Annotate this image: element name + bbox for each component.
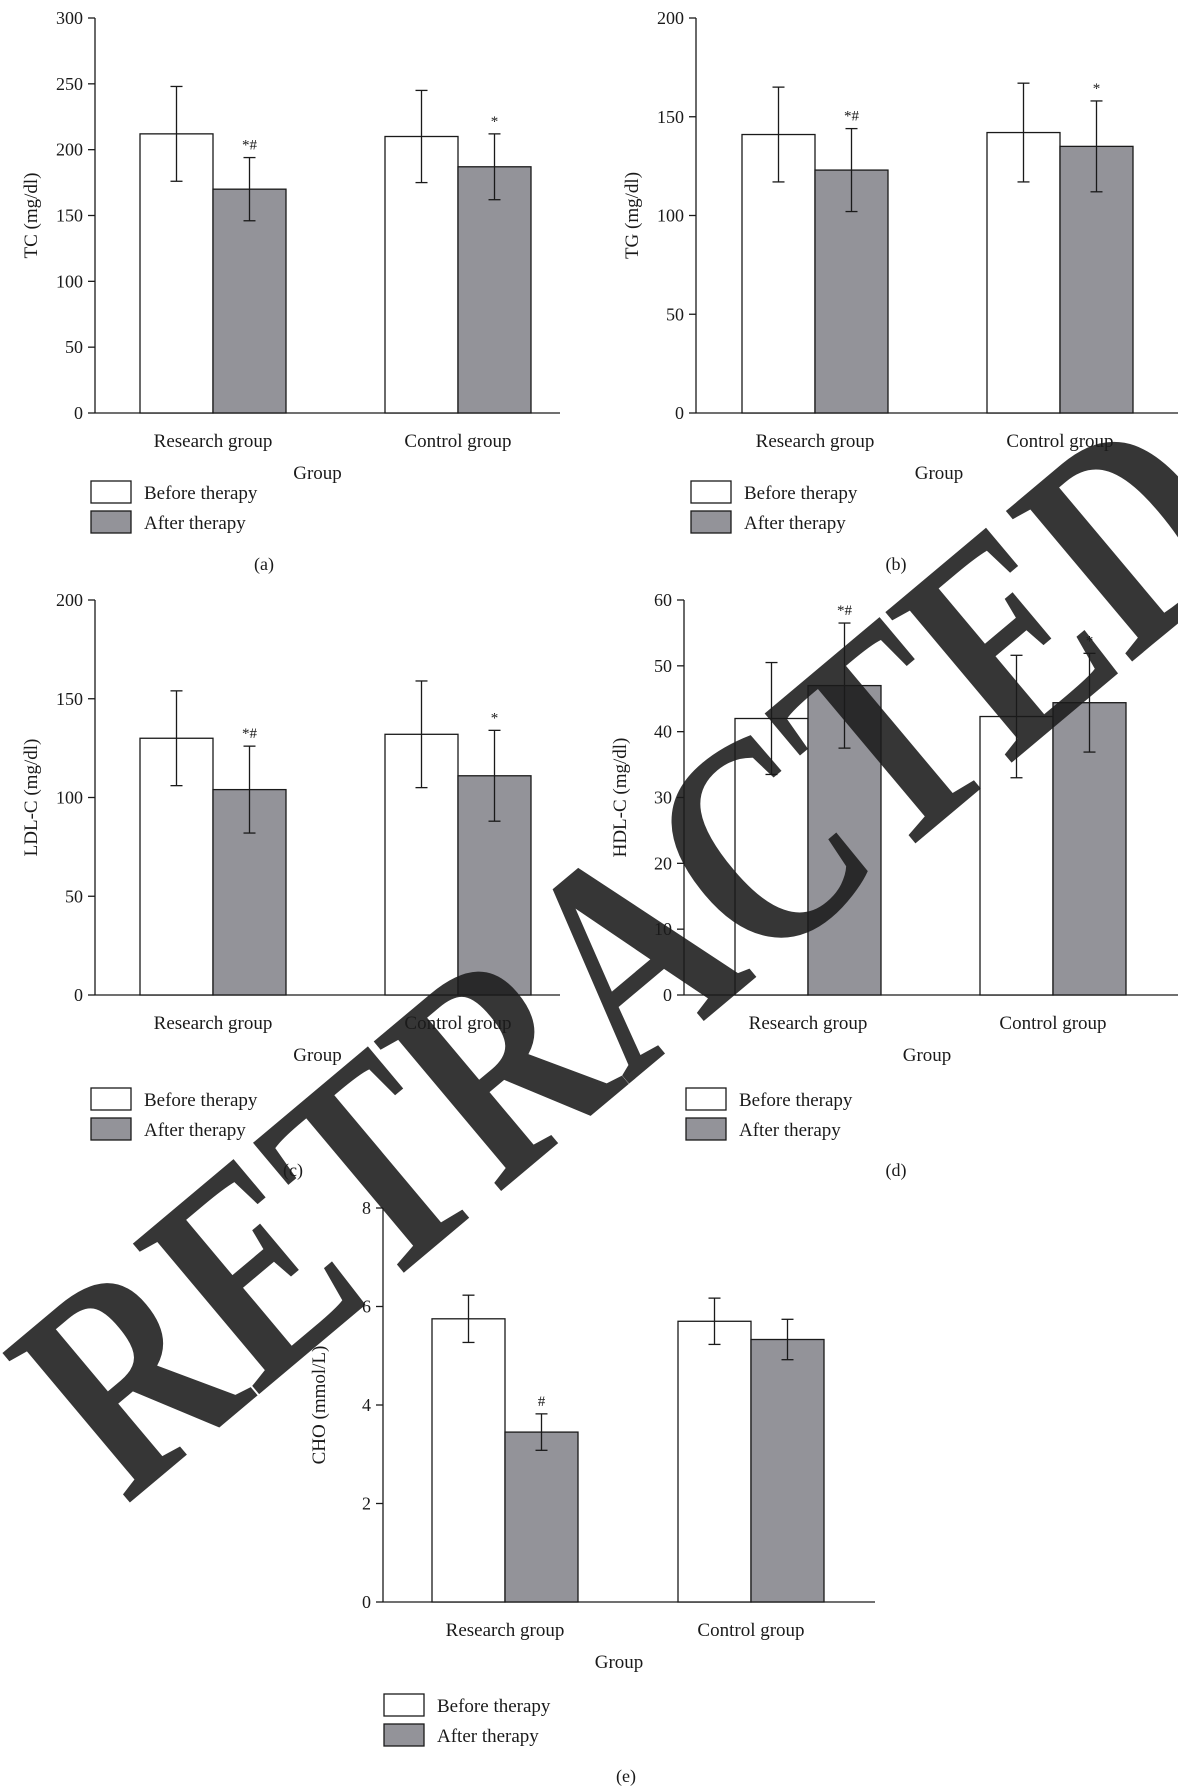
y-tick-label: 10 <box>654 919 672 939</box>
legend-swatch-after <box>90 510 132 534</box>
y-axis-title: CHO (mmol/L) <box>309 1346 330 1465</box>
y-tick-label: 50 <box>65 337 83 357</box>
y-tick-label: 200 <box>56 590 83 610</box>
y-tick-label: 40 <box>654 722 672 742</box>
significance-mark: # <box>538 1394 546 1410</box>
bar-after-research <box>212 788 287 996</box>
chart-panel-a: 0 50 100 150 200 250 300 TC (mg/dl) *# Research g… <box>21 8 560 575</box>
x-category-label: Research group <box>756 431 875 452</box>
x-category-label: Research group <box>154 1013 273 1034</box>
significance-mark: * <box>491 114 499 130</box>
chart-panel-b: 0 50 100 150 200 TG (mg/dl) *# Research group * C… <box>622 8 1178 575</box>
legend-label: Before therapy <box>744 483 858 504</box>
legend-label: Before therapy <box>739 1090 853 1111</box>
y-tick-label: 4 <box>362 1395 371 1415</box>
x-category-label: Control group <box>697 1620 804 1641</box>
y-axis-title: TG (mg/dl) <box>622 172 643 259</box>
x-axis-title: Group <box>903 1045 952 1066</box>
significance-mark: *# <box>844 109 860 125</box>
legend-label: Before therapy <box>144 483 258 504</box>
y-tick-label: 250 <box>56 74 83 94</box>
y-tick-label: 8 <box>362 1198 371 1218</box>
x-category-label: Control group <box>999 1013 1106 1034</box>
legend-swatch-before <box>383 1693 425 1717</box>
x-category-label: Control group <box>404 1013 511 1034</box>
x-category-label: Control group <box>404 431 511 452</box>
bar-after-control <box>457 166 532 414</box>
legend-swatch-before <box>690 480 732 504</box>
y-tick-label: 50 <box>654 656 672 676</box>
panel-label: (b) <box>886 554 907 575</box>
y-tick-label: 200 <box>657 8 684 28</box>
y-tick-label: 150 <box>56 689 83 709</box>
legend-swatch-after <box>690 510 732 534</box>
significance-mark: * <box>1093 81 1101 97</box>
y-tick-label: 300 <box>56 8 83 28</box>
x-axis-title: Group <box>293 463 342 484</box>
significance-mark: * <box>1086 633 1094 649</box>
y-tick-label: 6 <box>362 1297 371 1317</box>
significance-mark: * <box>491 710 499 726</box>
bar-before-research <box>431 1318 506 1603</box>
y-tick-label: 2 <box>362 1494 371 1514</box>
y-tick-label: 20 <box>654 853 672 873</box>
x-axis-title: Group <box>595 1652 644 1673</box>
y-tick-label: 0 <box>675 403 684 423</box>
y-axis-title: LDL-C (mg/dl) <box>21 739 42 857</box>
chart-panel-d: 0 10 20 30 40 50 60 HDL-C (mg/dl) *# Research gro… <box>610 590 1178 1181</box>
legend-swatch-before <box>685 1087 727 1111</box>
legend-swatch-after <box>383 1723 425 1747</box>
y-tick-label: 100 <box>56 271 83 291</box>
x-category-label: Research group <box>749 1013 868 1034</box>
legend-swatch-after <box>90 1117 132 1141</box>
panel-label: (c) <box>283 1160 303 1181</box>
y-tick-label: 200 <box>56 140 83 160</box>
legend-label: Before therapy <box>144 1090 258 1111</box>
x-category-label: Research group <box>154 431 273 452</box>
y-tick-label: 0 <box>74 985 83 1005</box>
panel-label: (d) <box>886 1160 907 1181</box>
y-tick-label: 100 <box>56 788 83 808</box>
legend-swatch-after <box>685 1117 727 1141</box>
legend-label: Before therapy <box>437 1696 551 1717</box>
legend-label: After therapy <box>144 513 246 534</box>
legend-swatch-before <box>90 1087 132 1111</box>
chart-panel-e: 0 2 4 6 8 CHO (mmol/L) # Research group Control … <box>309 1198 875 1787</box>
panel-label: (a) <box>254 554 274 575</box>
y-tick-label: 0 <box>74 403 83 423</box>
bar-after-research <box>814 169 889 414</box>
panel-label: (e) <box>616 1766 636 1787</box>
y-tick-label: 150 <box>56 206 83 226</box>
legend-label: After therapy <box>437 1726 539 1747</box>
x-category-label: Control group <box>1006 431 1113 452</box>
y-tick-label: 50 <box>65 886 83 906</box>
x-axis-title: Group <box>915 463 964 484</box>
significance-mark: *# <box>837 603 853 619</box>
legend-swatch-before <box>90 480 132 504</box>
bar-after-research <box>504 1431 579 1603</box>
x-axis-title: Group <box>293 1045 342 1066</box>
y-tick-label: 60 <box>654 590 672 610</box>
y-tick-label: 0 <box>362 1592 371 1612</box>
legend-label: After therapy <box>744 513 846 534</box>
y-axis-title: HDL-C (mg/dl) <box>610 738 631 858</box>
y-tick-label: 30 <box>654 788 672 808</box>
bar-after-control <box>750 1338 825 1603</box>
y-tick-label: 50 <box>666 304 684 324</box>
y-tick-label: 0 <box>663 985 672 1005</box>
chart-panel-c: 0 50 100 150 200 LDL-C (mg/dl) *# Research grou… <box>21 590 560 1181</box>
bar-after-research <box>212 188 287 414</box>
x-category-label: Research group <box>446 1620 565 1641</box>
significance-mark: *# <box>242 726 258 742</box>
legend-label: After therapy <box>739 1120 841 1141</box>
legend-label: After therapy <box>144 1120 246 1141</box>
bar-before-control <box>677 1320 752 1603</box>
y-tick-label: 150 <box>657 107 684 127</box>
y-axis-title: TC (mg/dl) <box>21 172 42 258</box>
y-tick-label: 100 <box>657 206 684 226</box>
significance-mark: *# <box>242 138 258 154</box>
bar-before-control <box>384 733 459 996</box>
